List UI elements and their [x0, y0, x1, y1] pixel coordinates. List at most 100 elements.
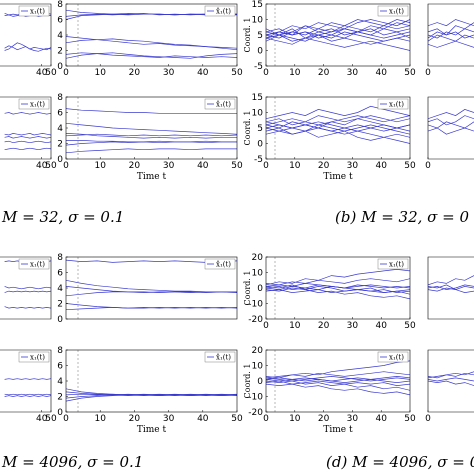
series-line-4: [428, 372, 474, 379]
chart-panel-11: 0 10 20 30 40 50 -20 -10 0 10 20 x₁(t) Coord. 1: [243, 253, 416, 331]
series-line-8: [266, 121, 410, 132]
x-tick-label: 20: [318, 321, 330, 331]
series-group: [66, 108, 237, 154]
series-group: [428, 371, 474, 386]
legend-box: [18, 5, 50, 17]
y-tick-label: -5: [254, 155, 263, 165]
axes-frame: [0, 349, 52, 413]
series-group: [428, 275, 474, 293]
series-line-2: [4, 393, 51, 396]
x-axis-label: Time t: [137, 425, 167, 435]
y-tick-label: 4: [57, 124, 63, 134]
legend-box: [377, 258, 409, 270]
legend-label: x̂₁(t): [216, 100, 231, 109]
series-line-4: [4, 45, 51, 51]
series-line-4: [66, 133, 237, 139]
y-tick-label: 10: [252, 362, 264, 372]
y-tick-label: -20: [248, 408, 263, 418]
series-line-6: [66, 52, 237, 59]
legend-label: x₁(t): [30, 101, 45, 109]
x-tick-label: 40: [197, 161, 209, 171]
y-tick-label: 10: [252, 109, 264, 119]
x-tick-label: 30: [163, 414, 175, 424]
x-tick-label: 20: [129, 161, 141, 171]
axes-frame: [427, 3, 474, 67]
legend-label: x₁(t): [30, 354, 45, 362]
legend-box: [377, 5, 409, 17]
x-tick-label: 40: [197, 68, 209, 78]
series-line-5: [266, 380, 410, 386]
legend-box: [377, 351, 409, 363]
y-axis-label: Coord. 1: [243, 111, 252, 146]
series-group: [66, 9, 237, 59]
x-tick-label: 20: [129, 68, 141, 78]
x-tick-label: 10: [94, 68, 106, 78]
series-line-1: [266, 269, 410, 286]
chart-panel-6: 0 10 20 30 40 50 0 2 4 6 8 x̂₁(t) Time t: [57, 93, 243, 182]
y-tick-label: 0: [257, 284, 263, 294]
series-group: [428, 109, 474, 135]
series-line-6: [66, 141, 237, 146]
legend-label: x₁(t): [389, 261, 404, 269]
series-line-8: [266, 28, 410, 45]
legend-box: [18, 98, 50, 110]
series-line-2: [428, 284, 474, 290]
series-line-3: [4, 290, 51, 293]
legend-label: x₁(t): [389, 8, 404, 16]
x-tick-label: 30: [163, 161, 175, 171]
series-group: [66, 388, 237, 402]
legend-box: [18, 351, 50, 363]
chart-panel-10: 0 2 4 6 8 x̂₁(t): [57, 253, 238, 325]
series-group: [4, 378, 51, 397]
y-tick-label: 10: [252, 16, 264, 26]
chart-panel-8: 0: [425, 96, 474, 171]
y-tick-label: 4: [57, 31, 63, 41]
series-line-7: [266, 37, 410, 51]
series-line-7: [266, 127, 410, 141]
y-tick-label: 5: [257, 124, 263, 134]
y-tick-label: 10: [252, 269, 264, 279]
series-line-5: [66, 140, 237, 143]
series-group: [66, 259, 237, 311]
series-line-7: [66, 148, 237, 154]
series-line-4: [266, 287, 410, 300]
subfigure-caption-1: M = 32, σ = 0.1: [1, 208, 124, 226]
y-tick-label: 4: [57, 377, 63, 387]
y-tick-label: -10: [248, 300, 263, 310]
x-tick-label: 40: [375, 161, 387, 171]
x-tick-label: 30: [347, 161, 359, 171]
series-line-3: [428, 380, 474, 386]
y-tick-label: 20: [252, 253, 264, 263]
series-line-7: [66, 52, 237, 58]
series-line-3: [4, 136, 51, 139]
series-line-2: [4, 133, 51, 136]
axes-frame: [427, 96, 474, 160]
series-line-2: [428, 121, 474, 129]
series-line-3: [66, 133, 237, 137]
x-tick-label: 10: [289, 68, 301, 78]
y-tick-label: 0: [257, 377, 263, 387]
x-tick-label: 20: [129, 414, 141, 424]
series-line-2: [66, 279, 237, 293]
series-line-4: [428, 287, 474, 293]
legend-label: x̂₁(t): [216, 353, 231, 362]
series-group: [4, 12, 51, 52]
series-line-2: [4, 286, 51, 290]
x-tick-label: 20: [318, 161, 330, 171]
y-axis-label: Coord. 1: [243, 271, 252, 306]
axes-frame: [427, 349, 474, 413]
x-tick-label: 40: [375, 321, 387, 331]
x-tick-label: 20: [318, 414, 330, 424]
x-tick-label: 50: [45, 161, 57, 171]
y-tick-label: 8: [57, 93, 63, 103]
x-tick-label: 0: [425, 161, 431, 171]
y-tick-label: 15: [252, 93, 263, 103]
x-tick-label: 10: [289, 321, 301, 331]
legend-label: x₁(t): [389, 354, 404, 362]
series-line-6: [66, 307, 237, 311]
series-line-1: [428, 22, 474, 39]
series-line-3: [266, 380, 410, 391]
x-tick-label: 0: [263, 414, 269, 424]
series-line-3: [428, 28, 474, 39]
